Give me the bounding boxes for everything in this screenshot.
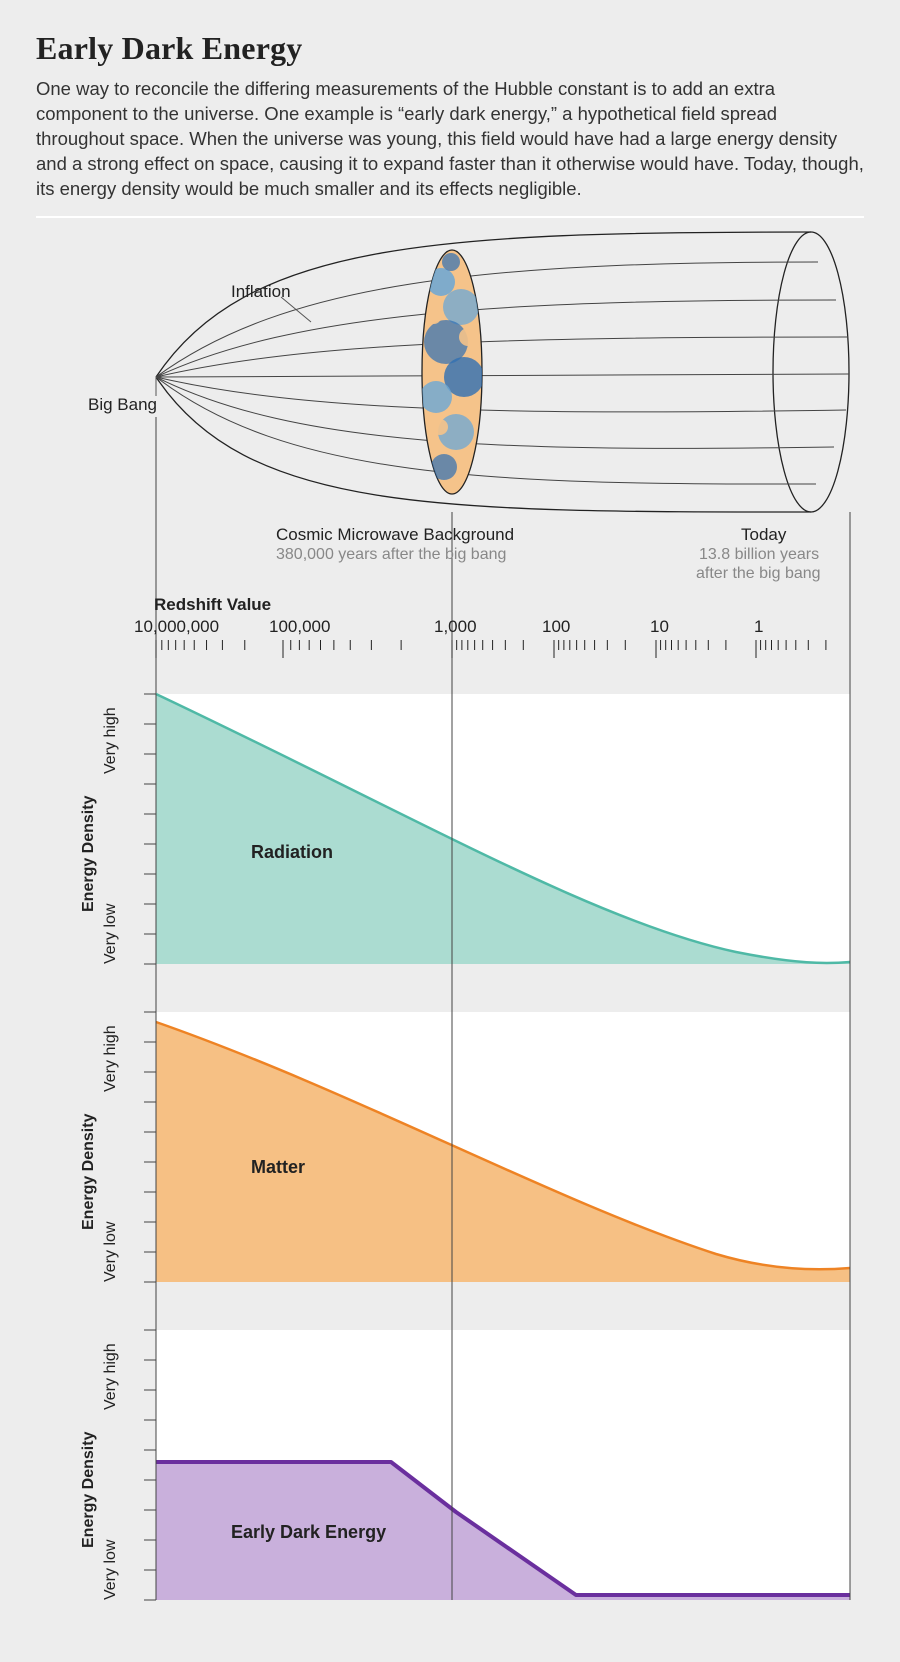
figure: Inflation Big Bang Cosmic Microwave Back… (36, 222, 864, 1662)
figure-svg (36, 222, 864, 1662)
xtick-3: 100 (542, 617, 570, 637)
divider (36, 216, 864, 218)
xtick-2: 1,000 (434, 617, 477, 637)
cmb-label: Cosmic Microwave Background (276, 525, 514, 545)
big-bang-label: Big Bang (88, 395, 157, 415)
panel-label-ede: Early Dark Energy (231, 1522, 386, 1543)
panel-label-matter: Matter (251, 1157, 305, 1178)
today-sub-1: 13.8 billion years (699, 546, 819, 564)
cmb-subtitle: 380,000 years after the big bang (276, 546, 506, 564)
yaxis-label-2: Energy Density (80, 1113, 98, 1229)
expansion-cone (156, 232, 849, 512)
xtick-1: 100,000 (269, 617, 330, 637)
yaxis-label-3: Energy Density (80, 1431, 98, 1547)
today-sub-2: after the big bang (696, 565, 821, 583)
ylow-3: Very low (102, 1539, 120, 1599)
intro-text: One way to reconcile the differing measu… (36, 77, 864, 202)
x-axis-title: Redshift Value (154, 595, 271, 615)
yhigh-2: Very high (102, 1025, 120, 1092)
yhigh-3: Very high (102, 1343, 120, 1410)
xtick-4: 10 (650, 617, 669, 637)
today-label: Today (741, 525, 786, 545)
xtick-0: 10,000,000 (134, 617, 219, 637)
ylow-1: Very low (102, 903, 120, 963)
xtick-5: 1 (754, 617, 763, 637)
yaxis-label-1: Energy Density (80, 795, 98, 911)
panel-label-radiation: Radiation (251, 842, 333, 863)
inflation-label: Inflation (231, 282, 291, 302)
page-title: Early Dark Energy (36, 30, 864, 67)
yhigh-1: Very high (102, 707, 120, 774)
redshift-axis-ticks (156, 640, 826, 658)
cmb-ellipse (420, 250, 484, 494)
y-tick-marks (144, 694, 156, 1600)
ylow-2: Very low (102, 1221, 120, 1281)
